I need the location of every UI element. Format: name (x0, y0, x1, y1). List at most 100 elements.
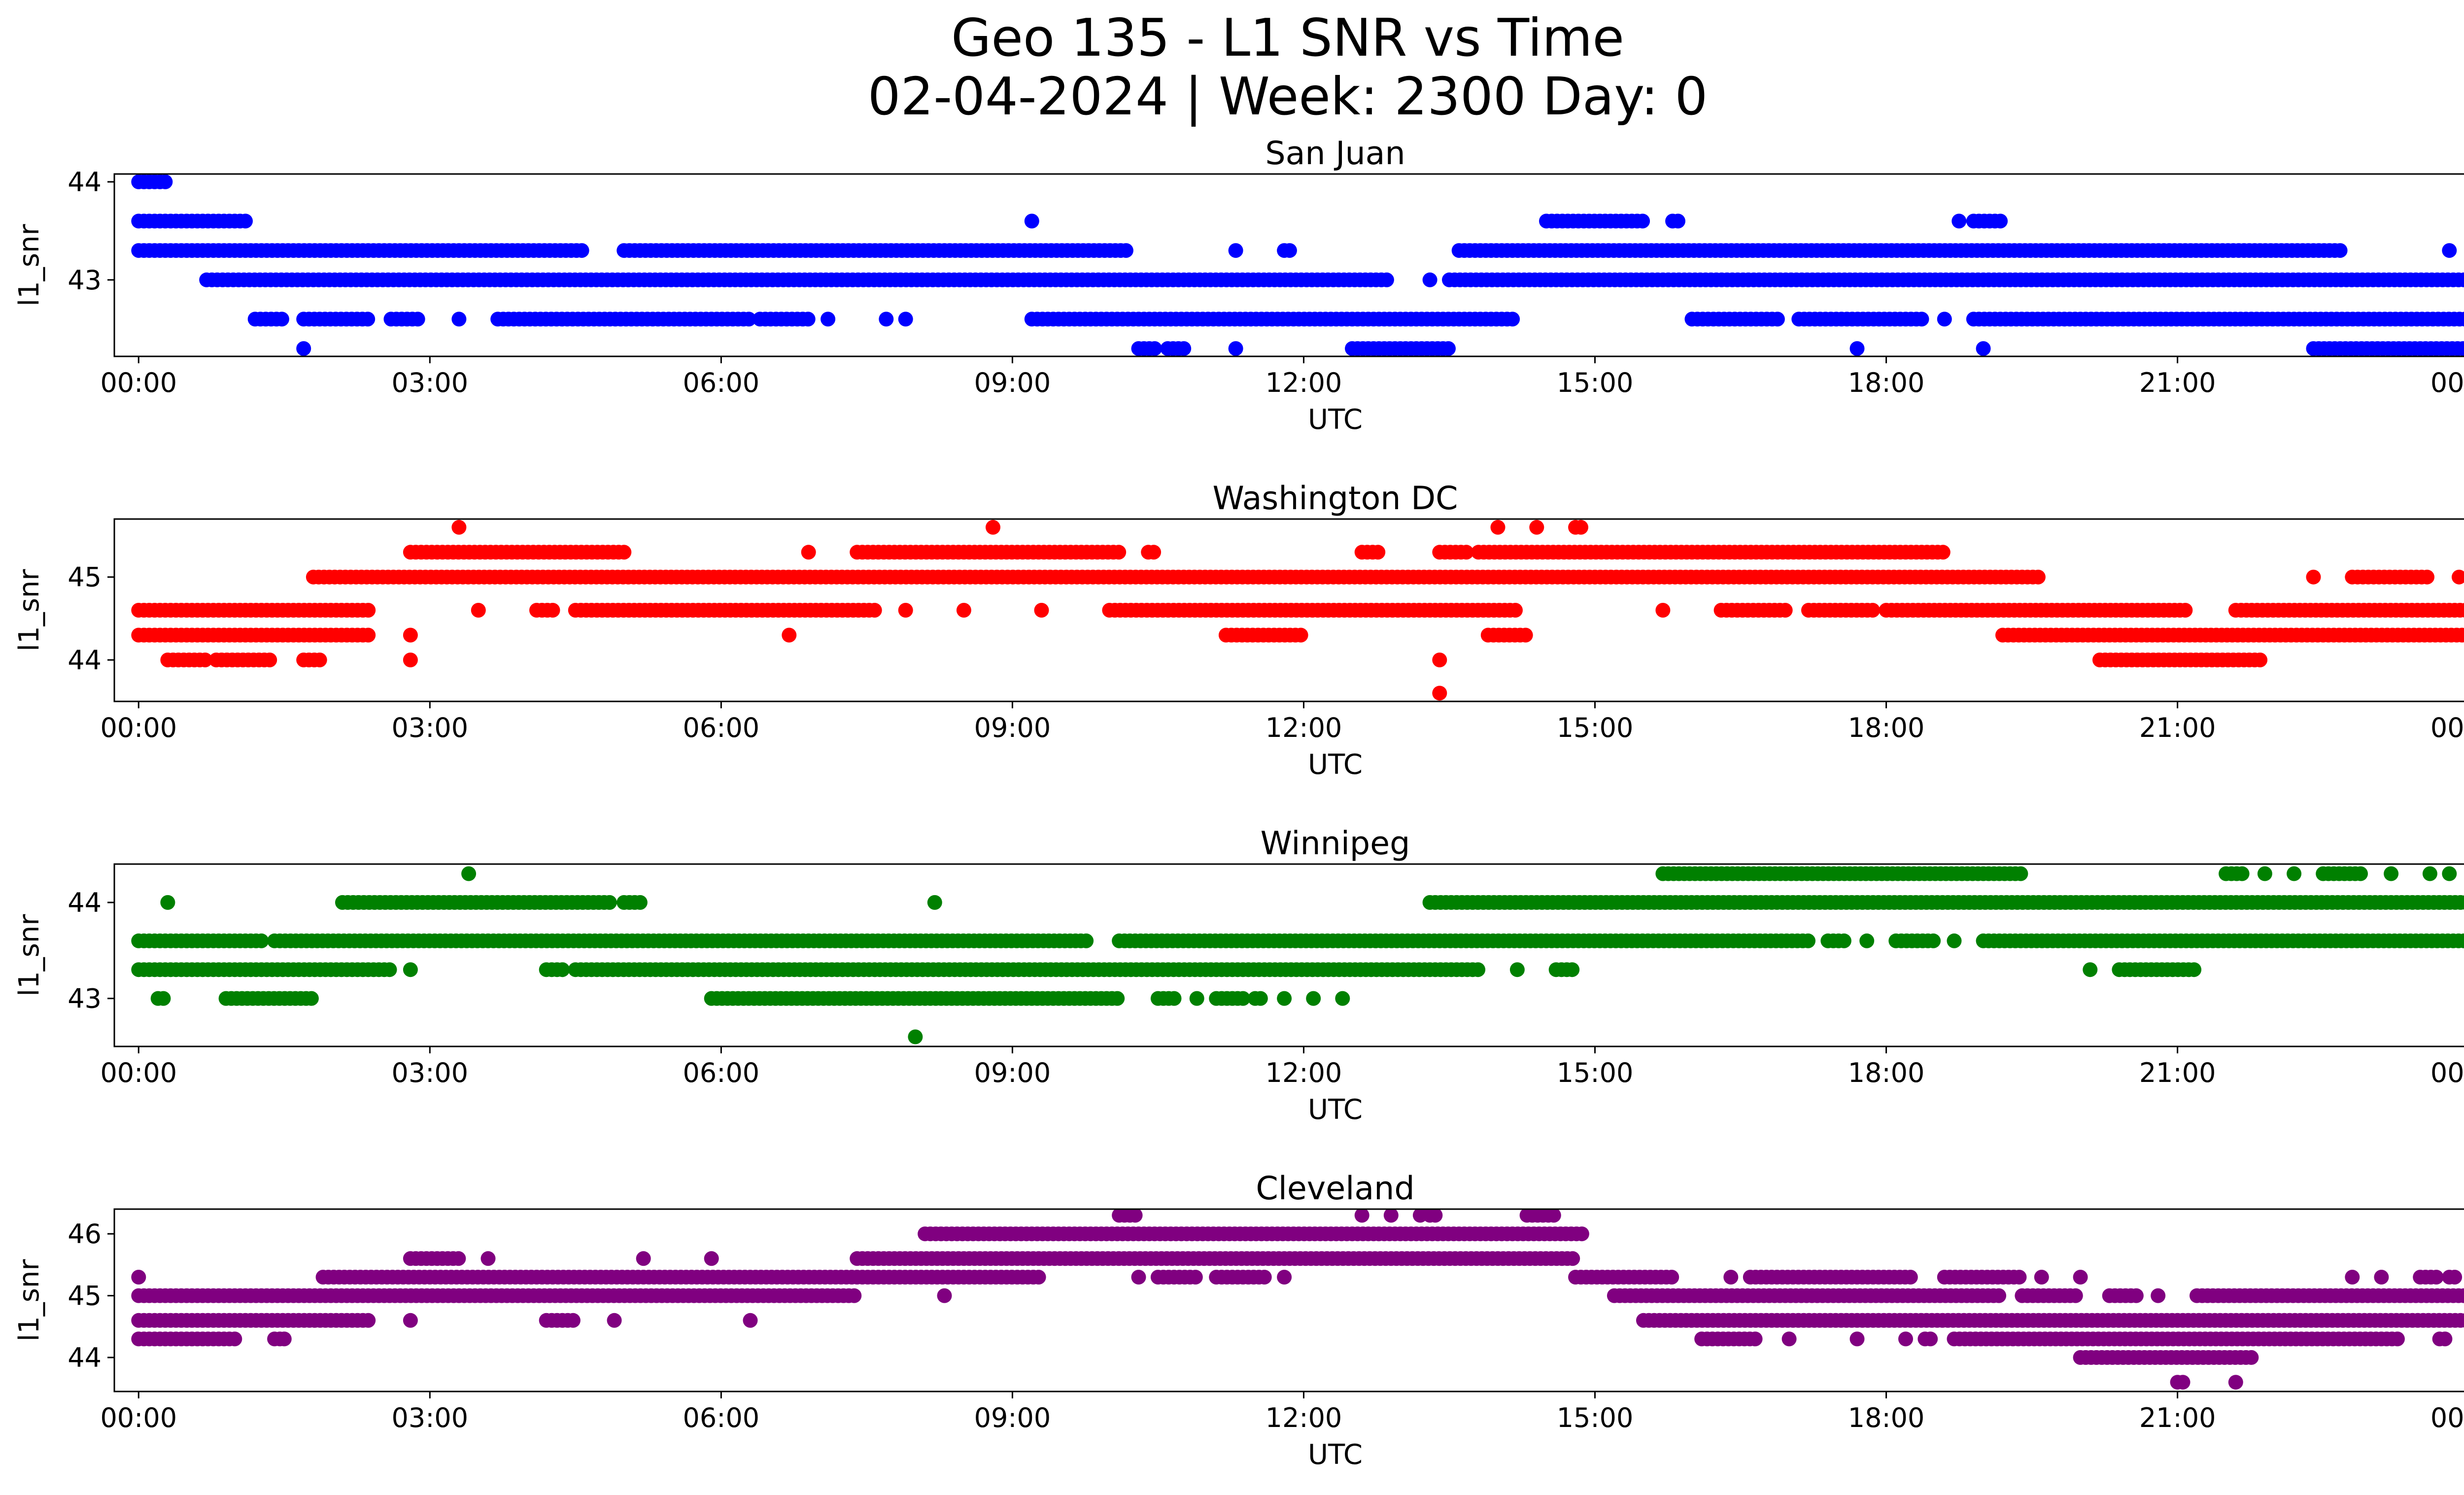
data-point (1770, 312, 1785, 327)
y-tick-label: 44 (68, 1342, 102, 1373)
data-point (1110, 991, 1125, 1006)
data-point (296, 341, 311, 356)
data-point (1747, 1331, 1763, 1347)
data-point (1781, 1331, 1797, 1347)
data-point (1723, 1270, 1739, 1285)
data-point (2442, 866, 2457, 881)
data-point (1441, 341, 1456, 356)
y-axis-label: l1_snr (13, 224, 45, 307)
data-point (1235, 991, 1251, 1006)
data-point (2034, 1270, 2049, 1285)
x-tick-label: 06:00 (683, 712, 760, 743)
data-point (1664, 1270, 1679, 1285)
x-tick-label: 03:00 (391, 712, 468, 743)
data-point (1993, 213, 2008, 229)
data-point (2068, 1288, 2083, 1303)
data-point (986, 520, 1000, 535)
y-axis-label: l1_snr (13, 569, 45, 652)
data-point (1128, 1209, 1143, 1223)
axes-frame (113, 1208, 2464, 1392)
data-point (1432, 686, 1447, 701)
data-point (1428, 1209, 1443, 1223)
data-point (1189, 991, 1204, 1006)
data-point (1926, 933, 1941, 948)
data-point (636, 1251, 651, 1266)
y-tick-label: 44 (68, 645, 102, 676)
data-point (361, 603, 376, 618)
data-point (2437, 1331, 2453, 1347)
data-point (2458, 603, 2464, 618)
subplot-title: Washington DC (1212, 480, 1458, 517)
data-point (1354, 1209, 1369, 1223)
data-point (574, 243, 589, 258)
data-point (1509, 962, 1525, 977)
data-point (360, 312, 376, 327)
data-point (801, 545, 816, 560)
data-point (898, 312, 913, 327)
y-tick-label: 43 (68, 265, 102, 296)
data-point (1490, 520, 1506, 535)
data-point (2452, 569, 2464, 585)
data-point (2390, 1331, 2405, 1347)
x-tick-label: 03:00 (391, 1402, 468, 1433)
data-point (1293, 627, 1308, 643)
scatter-series (131, 1209, 2464, 1390)
data-point (2257, 866, 2272, 881)
data-point (1565, 962, 1580, 977)
y-tick-label: 43 (68, 983, 102, 1014)
data-point (1635, 213, 1650, 229)
subplot-title: San Juan (1265, 135, 1405, 172)
scatter-series (131, 520, 2464, 701)
x-tick-label: 15:00 (1557, 1057, 1634, 1088)
data-point (704, 1251, 719, 1266)
scatter-series (131, 174, 2464, 356)
data-point (1031, 1270, 1046, 1285)
data-point (927, 895, 942, 910)
data-point (607, 1313, 622, 1328)
data-point (2332, 243, 2348, 258)
data-point (908, 1029, 923, 1044)
data-point (2244, 1350, 2259, 1365)
x-tick-label: 09:00 (974, 1057, 1051, 1088)
x-tick-label: 18:00 (1848, 1402, 1925, 1433)
data-point (2306, 569, 2321, 585)
x-tick-label: 21:00 (2139, 367, 2216, 398)
data-point (1379, 272, 1394, 287)
data-point (1277, 1270, 1292, 1285)
data-point (158, 174, 173, 189)
data-point (847, 1288, 862, 1303)
data-point (1111, 545, 1127, 560)
x-tick-label: 21:00 (2139, 1402, 2216, 1433)
data-point (743, 1313, 758, 1328)
data-point (156, 991, 171, 1006)
data-point (198, 652, 213, 667)
data-point (1079, 933, 1094, 948)
data-point (1118, 243, 1133, 258)
data-point (227, 1331, 242, 1347)
x-tick-label: 00:00 (2430, 367, 2464, 398)
data-point (254, 933, 269, 948)
data-point (1257, 1270, 1272, 1285)
data-point (879, 312, 894, 327)
data-point (545, 603, 560, 618)
data-point (782, 627, 797, 643)
data-point (1991, 1288, 2007, 1303)
data-point (1836, 933, 1851, 948)
data-point (1859, 933, 1875, 948)
data-point (1277, 991, 1292, 1006)
data-point (451, 1251, 466, 1266)
data-point (1147, 341, 1162, 356)
x-tick-label: 03:00 (391, 1057, 468, 1088)
data-point (451, 312, 467, 327)
data-point (1951, 213, 1967, 229)
data-point (1471, 962, 1486, 977)
data-point (1671, 213, 1685, 229)
x-tick-label: 06:00 (683, 1057, 760, 1088)
data-point (2384, 866, 2399, 881)
data-point (1574, 520, 1588, 535)
data-point (1898, 1331, 1913, 1347)
data-point (800, 312, 816, 327)
x-axis-label: UTC (1308, 749, 1363, 781)
